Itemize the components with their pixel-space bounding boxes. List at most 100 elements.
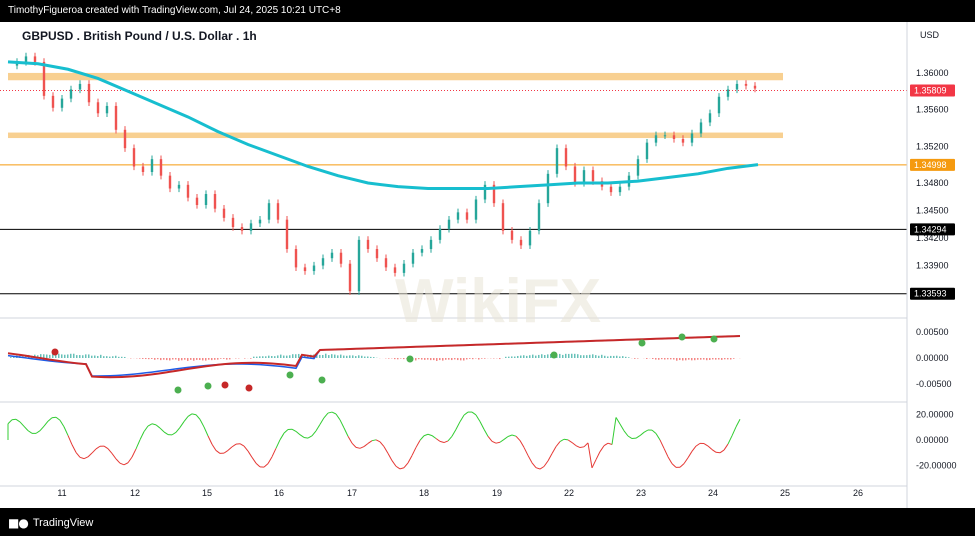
candle-body [574, 166, 576, 183]
oscillator-segment [508, 435, 512, 436]
macd-histogram-bar [394, 358, 396, 359]
macd-histogram-bar [571, 354, 573, 358]
macd-histogram-bar [508, 357, 510, 358]
macd-histogram-bar [292, 354, 294, 358]
macd-histogram-bar [730, 358, 732, 359]
macd-histogram-bar [697, 358, 699, 360]
tradingview-icon: ■● [8, 516, 28, 530]
macd-histogram-bar [676, 358, 678, 361]
macd-histogram-bar [352, 355, 354, 358]
oscillator-segment [556, 442, 560, 447]
oscillator-segment [112, 453, 116, 458]
candle-body [412, 253, 414, 264]
oscillator-segment [140, 432, 144, 440]
macd-histogram-bar [106, 356, 108, 358]
oscillator-segment [264, 464, 268, 468]
macd-histogram-bar [46, 355, 48, 358]
price-pane [0, 53, 907, 295]
oscillator-segment [308, 436, 312, 438]
macd-histogram-bar [718, 358, 720, 360]
oscillator-segment [644, 430, 648, 432]
macd-histogram-bar [61, 354, 63, 358]
macd-histogram-bar [607, 356, 609, 358]
oscillator-segment [488, 436, 492, 441]
oscillator-segment [164, 432, 168, 435]
oscillator-segment [568, 440, 572, 443]
oscillator-segment [444, 441, 448, 443]
macd-histogram-bar [442, 358, 444, 361]
macd-cross-dot [222, 382, 229, 389]
macd-cross-dot [205, 383, 212, 390]
oscillator-segment [692, 446, 696, 451]
macd-histogram-bar [613, 356, 615, 358]
macd-histogram-bar [403, 358, 405, 359]
candle-body [673, 135, 675, 139]
oscillator-segment [228, 447, 232, 451]
macd-histogram-bar [373, 357, 375, 358]
oscillator-segment [372, 440, 376, 441]
oscillator-segment [432, 436, 436, 439]
price-tick-label: 1.36000 [916, 68, 949, 78]
oscillator-segment [668, 457, 672, 464]
oscillator-segment [216, 450, 220, 453]
candle-body [439, 229, 441, 240]
macd-histogram-bar [397, 358, 399, 359]
oscillator-segment [736, 419, 740, 427]
candle-body [547, 174, 549, 203]
candle-body [133, 148, 135, 166]
oscillator-segment [192, 414, 196, 415]
macd-histogram-bar [226, 358, 228, 360]
macd-histogram-bar [112, 356, 114, 358]
oscillator-segment [88, 453, 92, 457]
oscillator-segment [188, 414, 192, 417]
oscillator-segment [520, 441, 524, 448]
oscillator-segment [132, 449, 136, 457]
current-price-tag: 1.35809 [914, 85, 947, 95]
oscillator-segment [124, 463, 128, 465]
macd-histogram-bar [724, 358, 726, 359]
macd-histogram-bar [274, 356, 276, 358]
macd-histogram-bar [568, 354, 570, 358]
oscillator-segment [604, 443, 608, 446]
macd-histogram-bar [538, 355, 540, 358]
candle-body [223, 209, 225, 218]
macd-histogram-bar [484, 358, 486, 359]
price-tick-label: 1.33900 [916, 261, 949, 271]
oscillator-segment [340, 420, 344, 428]
candle-body [241, 227, 243, 231]
candle-body [295, 249, 297, 267]
oscillator-segment [176, 427, 180, 432]
macd-pane [8, 334, 741, 394]
macd-histogram-bar [214, 358, 216, 360]
oscillator-segment [448, 436, 452, 441]
macd-histogram-bar [229, 358, 231, 359]
macd-histogram-bar [685, 358, 687, 360]
oscillator-segment [416, 440, 420, 447]
macd-histogram-bar [121, 357, 123, 358]
macd-histogram-bar [433, 358, 435, 360]
macd-tick-label: -0.00500 [916, 379, 952, 389]
macd-histogram-bar [400, 358, 402, 359]
candle-body [70, 89, 72, 98]
macd-histogram-bar [76, 355, 78, 358]
oscillator-segment [380, 442, 384, 447]
macd-histogram-bar [418, 358, 420, 359]
oscillator-segment [348, 436, 352, 443]
price-tick-label: 1.35200 [916, 141, 949, 151]
oscillator-segment [516, 436, 520, 440]
oscillator-segment [96, 446, 100, 449]
macd-histogram-bar [85, 354, 87, 358]
time-tick-label: 25 [780, 488, 790, 498]
macd-histogram-bar [187, 358, 189, 361]
macd-histogram-bar [661, 358, 663, 359]
macd-histogram-bar [733, 358, 735, 359]
oscillator-segment [56, 417, 60, 420]
oscillator-segment [652, 430, 656, 433]
macd-histogram-bar [259, 356, 261, 358]
price-chart[interactable]: 1.36000 1.35600 1.35200 1.34800 1.34500 1.342… [0, 22, 975, 508]
candle-body [709, 113, 711, 122]
candle-body [277, 203, 279, 220]
macd-histogram-bar [325, 354, 327, 358]
macd-histogram-bar [727, 358, 729, 359]
macd-histogram-bar [151, 358, 153, 359]
